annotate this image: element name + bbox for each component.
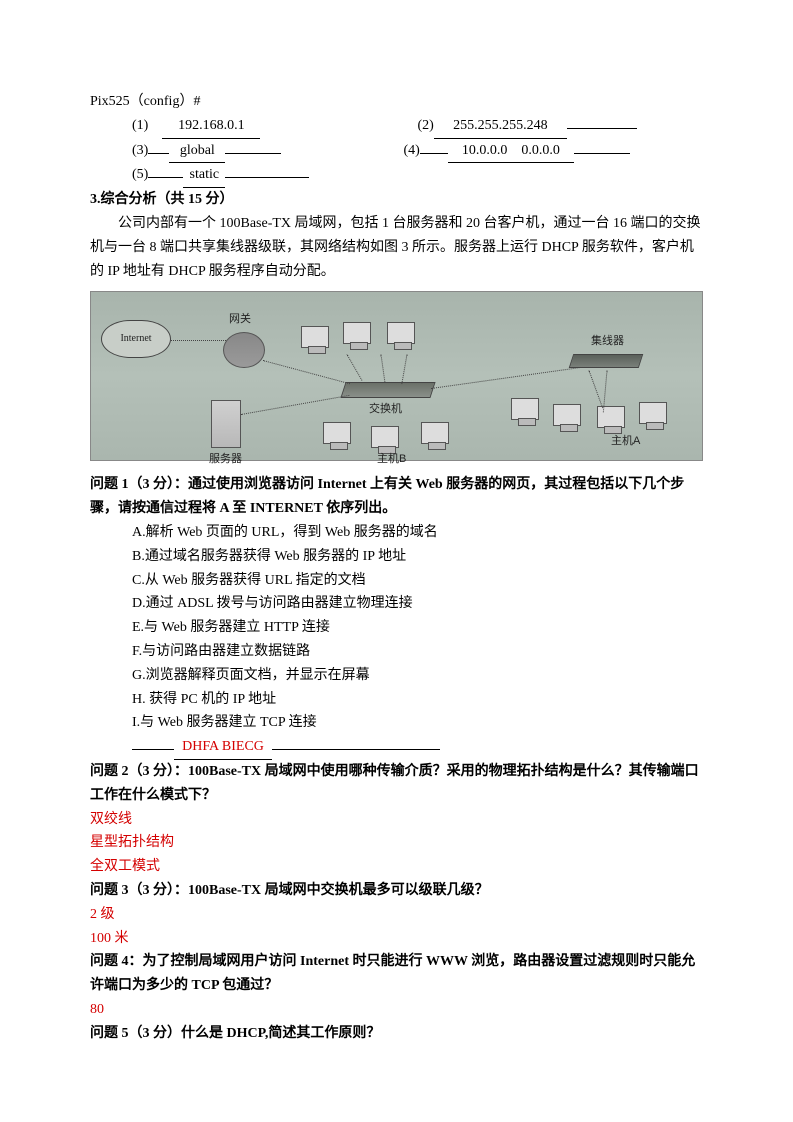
blank-4: (4)10.0.0.0 0.0.0.0 xyxy=(404,139,704,164)
gateway-router xyxy=(223,332,265,368)
hosta-label: 主机A xyxy=(611,432,640,451)
pc-icon xyxy=(639,402,667,424)
q1-answer: DHFA BIECG xyxy=(174,735,272,760)
q1-answer-line: DHFA BIECG xyxy=(90,735,703,760)
hub-label: 集线器 xyxy=(591,332,624,351)
q1-option-c: C.从 Web 服务器获得 URL 指定的文档 xyxy=(90,569,703,593)
q2-answer-2: 星型拓扑结构 xyxy=(90,831,703,855)
blank-2-value: 255.255.255.248 xyxy=(434,114,567,139)
pc-icon xyxy=(387,322,415,344)
q1-option-i: I.与 Web 服务器建立 TCP 连接 xyxy=(90,711,703,735)
q4-answer: 80 xyxy=(90,998,703,1022)
hostb-label: 主机B xyxy=(377,450,406,469)
switch-label: 交换机 xyxy=(369,400,402,419)
section-3-title: 3.综合分析（共 15 分） xyxy=(90,188,703,212)
blank-5-value: static xyxy=(183,163,225,188)
q3-title: 问题 3（3 分）：100Base-TX 局域网中交换机最多可以级联几级？ xyxy=(90,879,703,903)
q3-answer-2: 100 米 xyxy=(90,927,703,951)
pc-icon xyxy=(371,426,399,448)
pix-config-line: Pix525（config）# xyxy=(90,90,703,114)
q1-option-d: D.通过 ADSL 拨号与访问路由器建立物理连接 xyxy=(90,592,703,616)
internet-cloud: Internet xyxy=(101,320,171,358)
q1-option-g: G.浏览器解释页面文档，并显示在屏幕 xyxy=(90,664,703,688)
q1-option-a: A.解析 Web 页面的 URL，得到 Web 服务器的域名 xyxy=(90,521,703,545)
q1-option-e: E.与 Web 服务器建立 HTTP 连接 xyxy=(90,616,703,640)
q2-answer-1: 双绞线 xyxy=(90,808,703,832)
blank-1: (1) 192.168.0.1 xyxy=(90,114,418,139)
q3-answer-1: 2 级 xyxy=(90,903,703,927)
blank-5: (5)static xyxy=(90,163,703,188)
blank-3: (3)global xyxy=(90,139,432,164)
network-diagram: Internet 网关 交换机 集线器 服务器 主机B 主机A xyxy=(90,291,703,461)
server-label: 服务器 xyxy=(209,450,242,469)
q1-title: 问题 1（3 分）：通过使用浏览器访问 Internet 上有关 Web 服务器… xyxy=(90,473,703,521)
q2-title: 问题 2（3 分）：100Base-TX 局域网中使用哪种传输介质？采用的物理拓… xyxy=(90,760,703,808)
blank-4-value: 10.0.0.0 0.0.0.0 xyxy=(448,139,574,164)
hub-device xyxy=(569,354,644,368)
server-device xyxy=(211,400,241,448)
pc-icon xyxy=(553,404,581,426)
q1-option-h: H. 获得 PC 机的 IP 地址 xyxy=(90,688,703,712)
q2-answer-3: 全双工模式 xyxy=(90,855,703,879)
q1-option-b: B.通过域名服务器获得 Web 服务器的 IP 地址 xyxy=(90,545,703,569)
pc-icon xyxy=(323,422,351,444)
switch-device xyxy=(340,382,435,398)
q5-title: 问题 5（3 分）什么是 DHCP,简述其工作原则？ xyxy=(90,1022,703,1046)
pc-icon xyxy=(421,422,449,444)
pc-icon xyxy=(511,398,539,420)
section-3-intro: 公司内部有一个 100Base-TX 局域网，包括 1 台服务器和 20 台客户… xyxy=(90,212,703,283)
q1-option-f: F.与访问路由器建立数据链路 xyxy=(90,640,703,664)
pc-icon xyxy=(343,322,371,344)
q4-title: 问题 4：为了控制局域网用户访问 Internet 时只能进行 WWW 浏览，路… xyxy=(90,950,703,998)
pc-icon xyxy=(597,406,625,428)
blank-2: (2)255.255.255.248 xyxy=(418,114,704,139)
gateway-label: 网关 xyxy=(229,310,251,329)
blank-3-value: global xyxy=(169,139,225,164)
pc-icon xyxy=(301,326,329,348)
blank-1-value: 192.168.0.1 xyxy=(162,114,260,139)
